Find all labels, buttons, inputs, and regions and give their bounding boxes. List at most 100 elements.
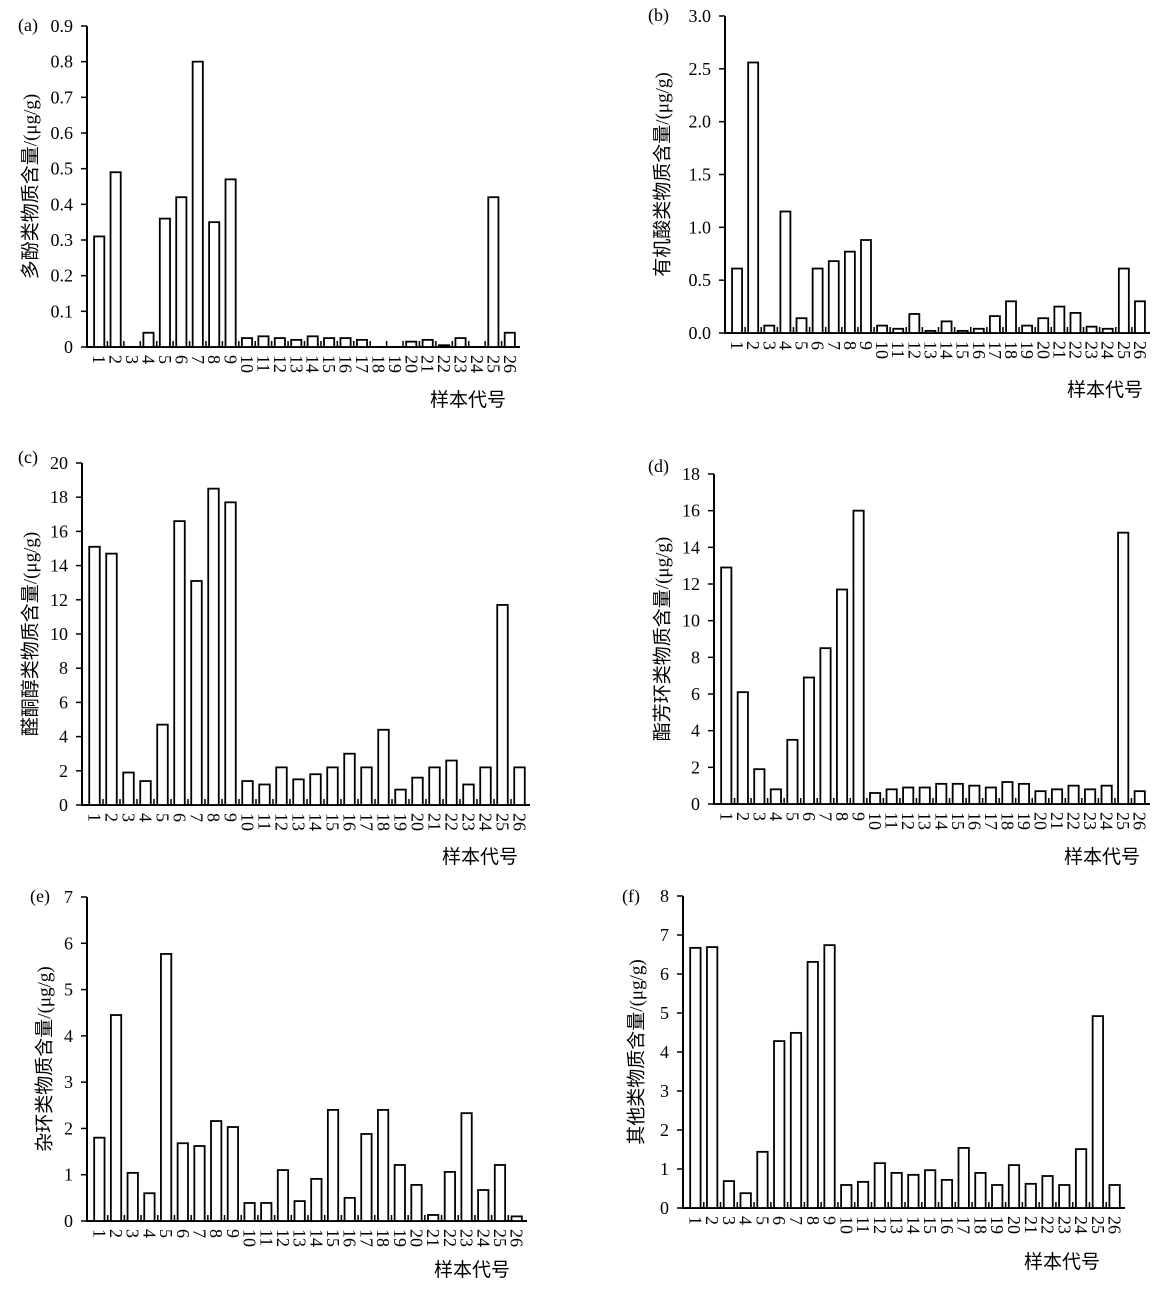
x-tick-label: 24	[1097, 812, 1117, 830]
y-tick-label: 8	[59, 658, 68, 678]
x-tick-label: 19	[385, 355, 405, 373]
x-tick-label: 11	[853, 1216, 873, 1233]
y-tick-label: 8	[691, 647, 700, 667]
bar-24	[477, 1189, 490, 1222]
x-tick-label: 5	[782, 812, 802, 821]
bar-9	[823, 944, 836, 1209]
bar-26	[1133, 790, 1146, 805]
bar-24	[479, 766, 492, 806]
x-tick-label: 12	[272, 813, 292, 831]
y-tick-label: 5	[64, 980, 73, 1000]
x-tick-label: 9	[856, 341, 876, 350]
y-axis-title: 其他类物质含量/(μg/g)	[625, 959, 647, 1144]
panel-label: (b)	[648, 5, 669, 26]
x-tick-label: 12	[273, 1229, 293, 1247]
chart-panel-f: 012345678(f)其他类物质含量/(μg/g)12345678910111…	[622, 886, 1125, 1273]
x-tick-label: 22	[1065, 341, 1085, 359]
x-tick-label: 19	[1014, 812, 1034, 830]
x-tick-label: 25	[483, 355, 503, 373]
bar-13	[890, 1172, 903, 1209]
bar-4	[739, 1192, 752, 1209]
bar-18	[1005, 300, 1017, 334]
x-tick-label: 22	[1064, 812, 1084, 830]
x-tick-label: 6	[769, 1216, 789, 1225]
x-tick-label: 1	[727, 341, 747, 350]
x-tick-label: 14	[903, 1216, 923, 1234]
bar-6	[773, 1040, 786, 1209]
y-tick-label: 2	[64, 1118, 73, 1138]
bar-25	[487, 196, 500, 348]
bar-10	[840, 1184, 853, 1209]
x-tick-label: 20	[408, 813, 428, 831]
bar-9	[852, 509, 865, 805]
x-axis-title: 样本代号	[1064, 846, 1140, 868]
bar-18	[377, 1109, 390, 1222]
x-tick-label: 5	[156, 1229, 176, 1238]
x-tick-label: 2	[733, 812, 753, 821]
x-tick-label: 14	[931, 812, 951, 830]
x-tick-label: 22	[442, 813, 462, 831]
panel-label: (f)	[622, 886, 640, 907]
bar-8	[210, 1120, 223, 1222]
x-tick-label: 22	[434, 355, 454, 373]
bar-19	[991, 1184, 1004, 1209]
bar-4	[143, 1192, 156, 1222]
x-tick-label: 15	[323, 1229, 343, 1247]
x-tick-label: 6	[799, 812, 819, 821]
x-tick-label: 9	[221, 813, 241, 822]
y-axis-title: 多酚类物质含量/(μg/g)	[19, 94, 41, 279]
x-axis-title: 样本代号	[1067, 379, 1143, 401]
x-tick-label: 21	[1049, 341, 1069, 359]
bar-15	[951, 782, 964, 805]
bar-16	[940, 1179, 954, 1209]
x-tick-label: 9	[849, 812, 869, 821]
bar-9	[226, 1126, 239, 1222]
x-tick-label: 10	[865, 812, 885, 830]
x-tick-label: 7	[816, 812, 836, 821]
bar-16	[343, 752, 356, 806]
bar-19	[1017, 782, 1030, 805]
bar-12	[908, 313, 921, 334]
x-tick-label: 13	[920, 341, 940, 359]
bar-17	[360, 766, 373, 806]
x-tick-label: 19	[987, 1216, 1007, 1234]
bar-23	[1085, 325, 1098, 334]
bar-1	[88, 545, 101, 806]
x-tick-label: 24	[467, 355, 487, 373]
x-tick-label: 23	[1080, 812, 1100, 830]
bar-11	[856, 1180, 870, 1209]
x-tick-label: 12	[904, 341, 924, 359]
y-tick-label: 0	[64, 337, 73, 357]
x-tick-label: 8	[840, 341, 860, 350]
bar-6	[176, 1142, 189, 1222]
bar-2	[109, 1014, 123, 1222]
y-tick-label: 0.0	[689, 323, 712, 343]
bar-22	[1067, 784, 1080, 805]
x-tick-label: 6	[173, 1229, 193, 1238]
x-tick-label: 19	[390, 1229, 410, 1247]
bar-5	[160, 953, 173, 1222]
y-tick-label: 2.5	[689, 59, 712, 79]
x-tick-label: 26	[1105, 1216, 1125, 1234]
bar-11	[258, 783, 271, 806]
bar-14	[907, 1173, 920, 1209]
x-tick-label: 24	[476, 813, 496, 831]
x-tick-label: 8	[832, 812, 852, 821]
x-tick-label: 4	[136, 813, 156, 822]
bar-25	[1117, 267, 1130, 334]
x-tick-label: 7	[190, 1229, 210, 1238]
y-tick-label: 12	[50, 590, 68, 610]
y-tick-label: 6	[64, 933, 73, 953]
x-tick-label: 2	[743, 341, 763, 350]
x-tick-label: 17	[981, 812, 1001, 830]
y-tick-label: 7	[64, 887, 73, 907]
bar-7	[190, 580, 203, 806]
chart-panel-a: 0 0.1 0.2 0.3 0.4 0.5 0.6 0.7 0.8 0.9 (a) 多酚类物质含量/(…	[18, 15, 520, 411]
x-tick-label: 23	[451, 355, 471, 373]
x-tick-label: 26	[500, 355, 520, 373]
bar-13	[290, 338, 303, 348]
panel-label: (d)	[648, 456, 669, 477]
bar-7	[193, 1145, 206, 1222]
x-tick-label: 10	[238, 813, 258, 831]
x-tick-label: 14	[303, 355, 323, 373]
